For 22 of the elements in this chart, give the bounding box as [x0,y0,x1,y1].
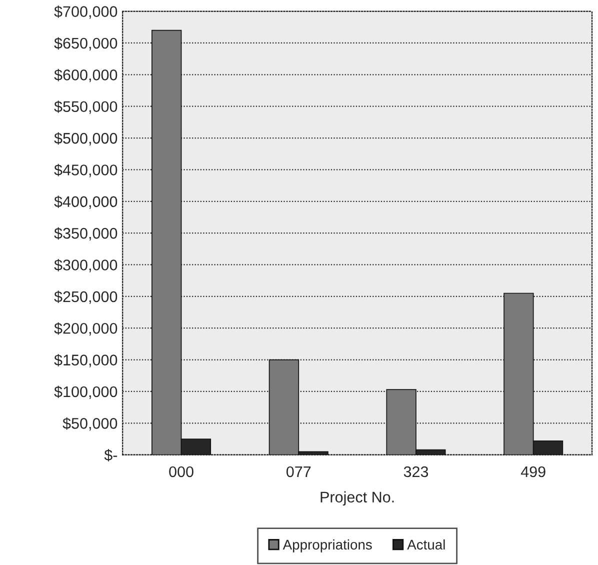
y-tick-label: $300,000 [54,258,118,272]
x-tick-label: 323 [404,466,428,478]
y-tick-label: $200,000 [54,322,118,336]
y-tick-label: $700,000 [54,6,118,19]
y-tick-label: $400,000 [54,196,118,209]
y-tick-label: $650,000 [54,37,118,50]
y-tick-label: $50,000 [62,417,118,431]
x-tick-label: 000 [169,466,194,478]
x-tick-label: 499 [520,466,546,478]
y-tick-label: $350,000 [54,227,118,241]
x-tick-label: 077 [286,466,311,478]
legend-label: Appropriations [282,539,372,552]
legend-label: Actual [407,539,445,550]
y-tick-label: $250,000 [54,290,118,304]
y-tick-label: $500,000 [54,132,118,146]
y-tick-label: $600,000 [54,68,118,82]
y-tick-label: $- [104,449,118,462]
y-tick-label: $100,000 [54,386,118,399]
y-tick-label: $550,000 [54,100,118,114]
y-tick-label: $150,000 [54,354,118,368]
x-axis-title: Project No. [320,491,394,506]
y-tick-label: $450,000 [54,164,118,178]
